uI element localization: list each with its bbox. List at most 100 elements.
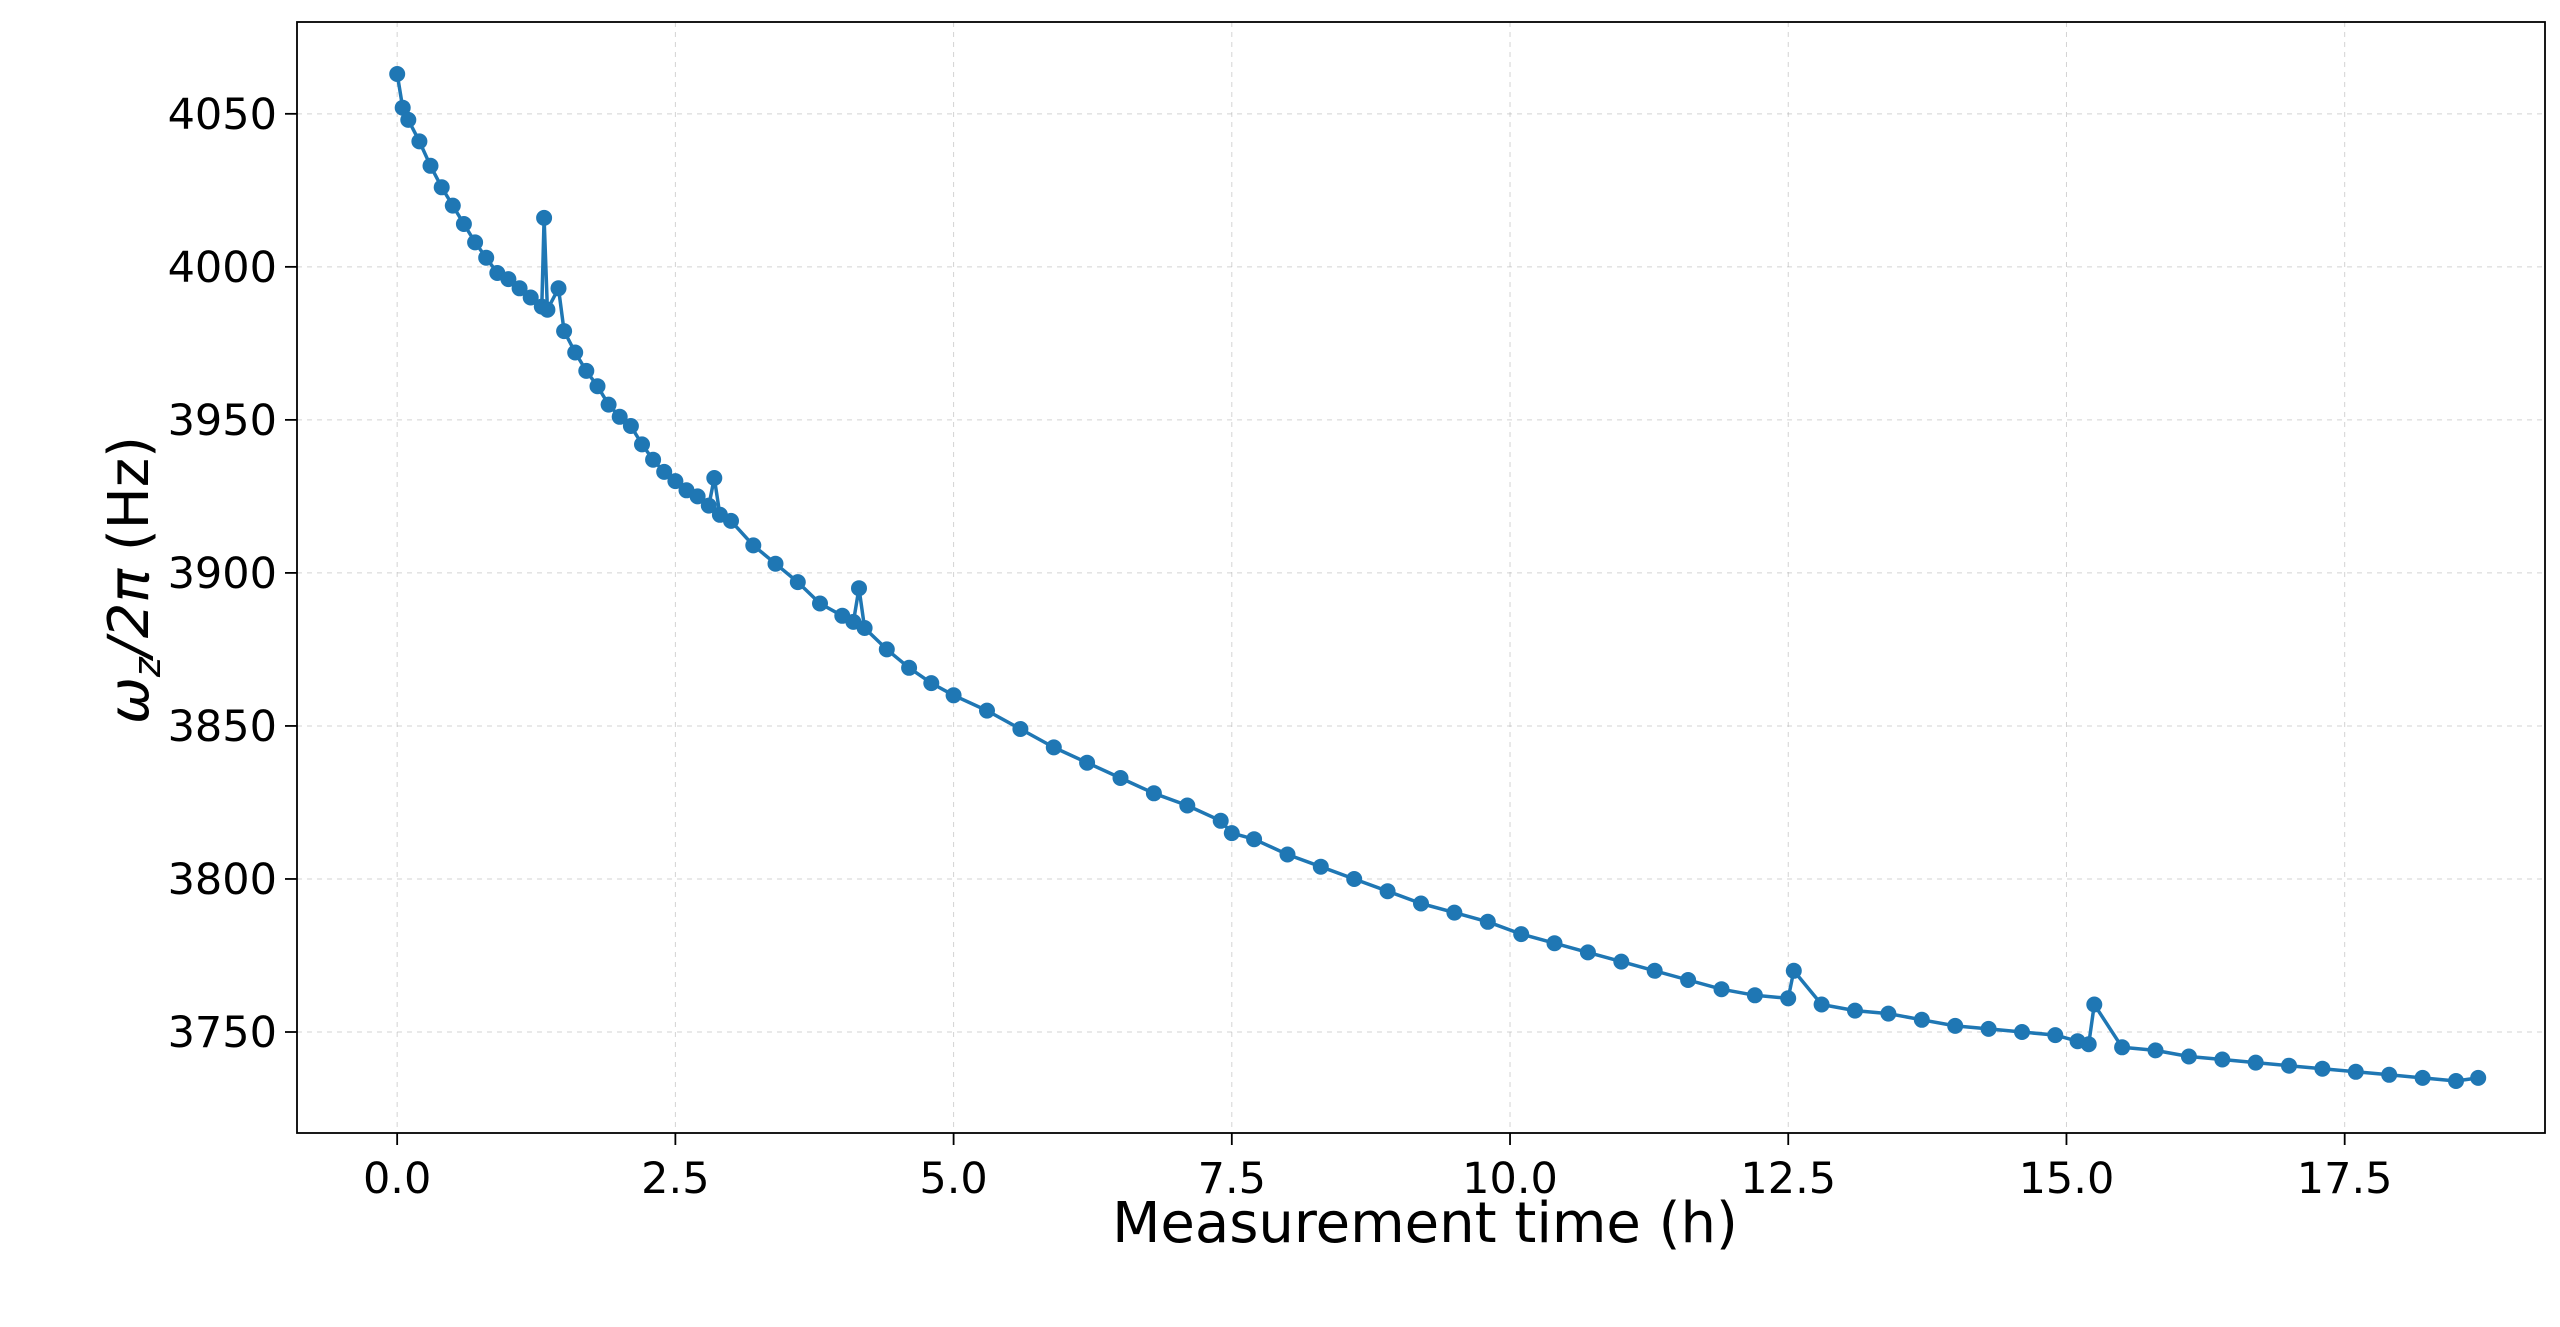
data-point (1785, 962, 1802, 979)
x-tick-label: 7.5 (1198, 1154, 1266, 1204)
data-point (745, 537, 762, 554)
data-point (1746, 987, 1763, 1004)
data-point (2347, 1063, 2364, 1080)
data-point (1913, 1011, 1930, 1028)
y-tick-label: 4050 (168, 90, 277, 140)
x-tick-label: 2.5 (641, 1154, 709, 1204)
data-point (723, 512, 739, 529)
data-point (536, 209, 553, 226)
data-point (2114, 1039, 2131, 1056)
data-point (656, 463, 673, 480)
data-point (2047, 1027, 2064, 1044)
data-point (511, 280, 528, 297)
data-point (2314, 1060, 2331, 1077)
data-point (611, 408, 628, 425)
y-axis-title-mid: /2 (97, 603, 162, 663)
data-point (500, 271, 517, 288)
data-point (1012, 721, 1029, 737)
data-point (2214, 1051, 2231, 1068)
data-point (1045, 739, 1062, 756)
data-point (1880, 1005, 1897, 1022)
y-axis-title-pi: π (97, 568, 162, 603)
data-point (1980, 1020, 1997, 1037)
x-tick-label: 5.0 (919, 1154, 987, 1204)
x-tick-label: 12.5 (1740, 1154, 1836, 1204)
y-axis-title-subscript: z (125, 656, 169, 678)
data-point (923, 675, 940, 692)
x-tick-label: 17.5 (2297, 1154, 2393, 1204)
y-axis-title: ωz/2π (Hz) (97, 436, 169, 724)
data-point (706, 470, 723, 486)
data-point (1223, 825, 1240, 842)
data-point (645, 451, 662, 468)
y-tick-label: 3800 (168, 855, 277, 905)
y-axis: 3750 3800 3850 3900 3950 4000 4050 (168, 90, 297, 1058)
data-point (1513, 926, 1530, 943)
data-point (2147, 1042, 2164, 1059)
data-point (400, 111, 417, 128)
data-point (2448, 1073, 2464, 1089)
data-point (578, 362, 595, 379)
data-point (767, 555, 784, 572)
plot-frame (296, 21, 2546, 1134)
data-point (1312, 858, 1329, 875)
data-point (851, 580, 867, 597)
data-point (1279, 846, 1296, 863)
data-point (634, 436, 650, 453)
data-point (389, 66, 406, 82)
x-tick-label: 15.0 (2019, 1154, 2115, 1204)
data-point (1646, 962, 1663, 979)
data-point (667, 473, 684, 490)
data-point (1112, 770, 1129, 786)
data-point (522, 289, 539, 306)
data-point (689, 488, 706, 505)
y-tick-label: 3950 (168, 396, 277, 446)
data-point (945, 687, 962, 704)
data-point (901, 659, 918, 676)
data-point (600, 396, 617, 413)
data-point (1446, 904, 1463, 921)
data-point (1413, 895, 1429, 912)
data-point (789, 574, 806, 591)
data-point (1780, 990, 1797, 1007)
x-tick-label: 0.0 (363, 1154, 431, 1204)
data-point (422, 157, 439, 174)
data-point (2414, 1069, 2431, 1086)
y-tick-label: 3900 (168, 549, 277, 599)
x-axis: 0.0 2.5 5.0 7.5 10.0 12.5 15.0 17.5 (363, 1133, 2393, 1204)
data-point (1546, 935, 1563, 952)
data-point (567, 344, 584, 361)
data-point (1346, 871, 1363, 887)
data-point (411, 133, 428, 150)
data-point (1212, 812, 1229, 829)
data-point (394, 99, 411, 116)
data-point (2080, 1036, 2097, 1053)
data-point (1579, 944, 1596, 961)
y-tick-label: 3850 (168, 702, 277, 752)
data-point (622, 418, 639, 434)
data-point (478, 249, 495, 266)
data-point (1145, 785, 1162, 802)
data-point (556, 323, 573, 340)
data-point (1079, 754, 1096, 771)
data-point (979, 702, 995, 719)
x-axis-title: Measurement time (h) (1112, 1191, 1738, 1256)
y-axis-title-omega: ω (97, 677, 162, 724)
data-point (539, 301, 556, 318)
y-axis-title-unit: (Hz) (97, 436, 162, 569)
data-point (2281, 1057, 2297, 1074)
data-point (467, 234, 484, 251)
data-point (550, 280, 567, 297)
grid (297, 22, 2545, 1133)
data-point (2381, 1066, 2398, 1083)
data-point (856, 620, 873, 636)
data-point (455, 216, 472, 232)
data-point (1246, 831, 1263, 848)
data-point (1813, 996, 1830, 1013)
data-point (444, 197, 461, 214)
data-point (433, 179, 450, 196)
data-point (812, 595, 828, 612)
series-group (389, 66, 2487, 1089)
data-point (2180, 1048, 2197, 1065)
